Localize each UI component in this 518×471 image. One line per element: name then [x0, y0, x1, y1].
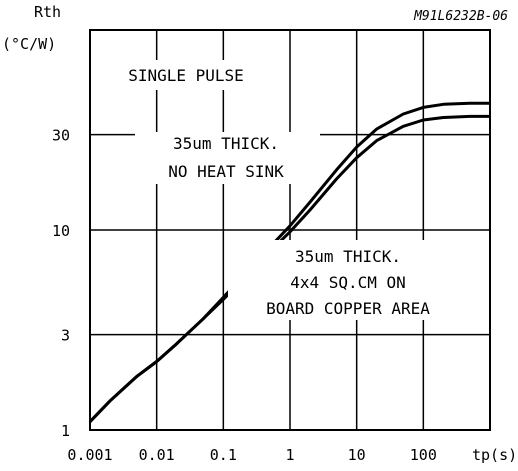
y-tick-label: 1	[61, 422, 70, 440]
copper-area-box	[228, 240, 473, 320]
y-tick-label: 10	[52, 222, 70, 240]
y-tick-labels: 1 3 10 30	[52, 127, 70, 440]
x-tick-label: 100	[410, 446, 437, 464]
x-tick-label: 0.1	[210, 446, 237, 464]
y-tick-label: 3	[61, 327, 70, 345]
annotation-no-heat-sink-line1: 35um THICK.	[173, 134, 279, 153]
annotation-copper-line2: 4x4 SQ.CM ON	[290, 273, 406, 292]
x-tick-label: 0.001	[67, 446, 112, 464]
x-tick-labels: 0.001 0.01 0.1 1 10 100	[67, 446, 436, 464]
annotation-copper-line1: 35um THICK.	[295, 247, 401, 266]
series-line-2	[88, 114, 490, 423]
no-heat-sink-box	[135, 132, 320, 184]
plot-frame	[89, 29, 491, 431]
annotation-no-heat-sink-line2: NO HEAT SINK	[168, 162, 284, 181]
x-tick-label: 0.01	[139, 446, 175, 464]
x-axis-label: tp(s)	[472, 446, 517, 464]
y-axis-unit: (°C/W)	[2, 35, 56, 53]
annotation-copper-line3: BOARD COPPER AREA	[266, 299, 430, 318]
annotation-single-pulse: SINGLE PULSE	[128, 66, 244, 85]
figure-code: M91L6232B-06	[413, 9, 508, 24]
series-group	[88, 101, 490, 423]
x-tick-label: 10	[348, 446, 366, 464]
y-tick-label: 30	[52, 127, 70, 145]
x-tick-label: 1	[285, 446, 294, 464]
y-axis-label: Rth	[34, 3, 61, 21]
single-pulse-box	[110, 60, 265, 90]
